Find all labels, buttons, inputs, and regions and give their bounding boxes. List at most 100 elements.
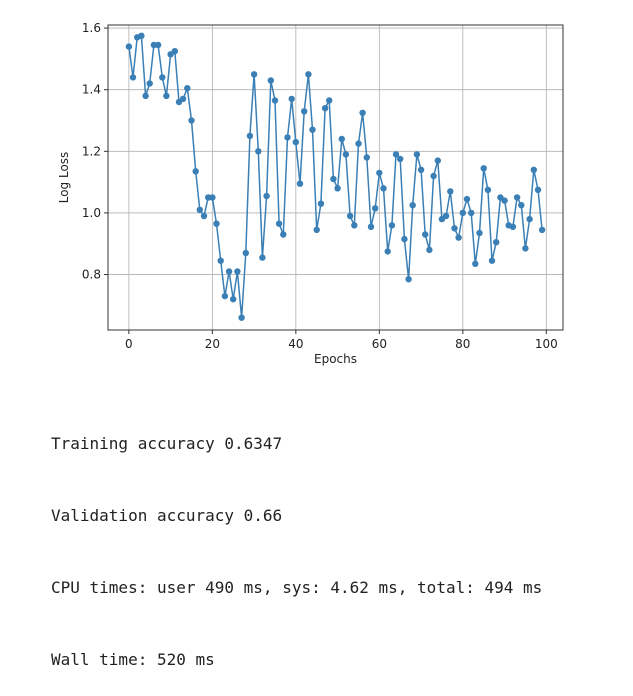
axis-ticks: 0 20 40 60 80 100 0.8 1.0 1.2 1.4 1.6 (82, 21, 558, 351)
data-point (518, 202, 525, 209)
loss-chart: 0 20 40 60 80 100 0.8 1.0 1.2 1.4 1.6 Epochs Log L… (57, 21, 564, 366)
data-point (192, 168, 199, 175)
data-point (259, 254, 266, 261)
x-tick-label: 40 (288, 337, 303, 351)
data-point (326, 97, 333, 104)
data-point (188, 117, 195, 124)
data-point (417, 166, 425, 173)
data-point (138, 32, 145, 39)
y-tick-label: 1.6 (82, 21, 101, 35)
data-point (384, 248, 391, 255)
data-point (342, 151, 350, 158)
data-point (125, 43, 133, 50)
data-point (355, 140, 362, 147)
cpu-times-text: CPU times: user 490 ms, sys: 4.62 ms, to… (51, 578, 543, 597)
data-point (280, 231, 287, 238)
loss-series-points (125, 32, 546, 321)
data-point (179, 95, 187, 103)
data-point (296, 180, 304, 187)
data-point (213, 220, 220, 227)
data-point (288, 95, 295, 103)
data-point (255, 148, 262, 155)
data-point (217, 257, 224, 264)
data-point (305, 71, 312, 78)
data-point (501, 197, 508, 204)
data-point (488, 257, 496, 264)
data-point (163, 92, 170, 100)
data-point (459, 209, 466, 217)
data-point (129, 74, 137, 81)
data-point (430, 172, 437, 180)
data-point (484, 186, 492, 193)
data-point (263, 192, 270, 200)
data-point (275, 220, 283, 227)
y-axis-label: Log Loss (57, 152, 71, 204)
validation-accuracy-text: Validation accuracy 0.66 (51, 506, 283, 525)
y-tick-label: 1.4 (82, 83, 101, 97)
data-point (409, 202, 416, 209)
data-point (451, 225, 458, 232)
data-point (359, 109, 366, 117)
data-point (380, 185, 387, 192)
data-point (351, 222, 358, 229)
data-point (230, 296, 237, 303)
data-point (292, 138, 299, 146)
x-tick-label: 0 (125, 337, 133, 351)
data-point (372, 205, 379, 212)
data-point (171, 48, 178, 55)
data-point (242, 249, 249, 257)
data-point (509, 223, 517, 230)
data-point (397, 155, 404, 163)
data-point (538, 226, 546, 234)
plot-frame (107, 24, 564, 331)
data-point (284, 134, 291, 141)
wall-time-text: Wall time: 520 ms (51, 650, 215, 669)
data-point (234, 268, 241, 275)
x-tick-label: 20 (205, 337, 220, 351)
data-point (196, 206, 203, 213)
y-tick-label: 1.2 (82, 144, 101, 158)
data-point (330, 175, 337, 183)
data-point (267, 77, 274, 84)
x-tick-label: 100 (535, 337, 558, 351)
loss-series-line (128, 34, 543, 318)
data-point (413, 151, 421, 158)
data-point (346, 212, 354, 220)
data-point (530, 166, 537, 173)
data-point (238, 314, 245, 321)
data-point (250, 71, 258, 78)
data-point (363, 154, 370, 161)
data-point (317, 200, 325, 207)
data-point (476, 229, 483, 237)
data-point (184, 85, 191, 92)
x-tick-label: 60 (372, 337, 387, 351)
data-point (146, 80, 153, 87)
data-point (426, 246, 433, 254)
data-point (301, 108, 308, 115)
data-point (493, 239, 500, 246)
x-axis-label: Epochs (314, 352, 357, 366)
data-point (401, 235, 408, 243)
data-point (468, 209, 475, 217)
cell-output: Training accuracy 0.6347 Validation accu… (51, 384, 542, 696)
data-point (472, 260, 479, 267)
data-point (534, 186, 542, 193)
data-point (388, 222, 396, 229)
data-point (480, 165, 487, 172)
data-point (447, 188, 454, 195)
x-tick-label: 80 (455, 337, 470, 351)
training-accuracy-text: Training accuracy 0.6347 (51, 434, 283, 453)
data-point (221, 292, 229, 300)
data-point (321, 105, 329, 112)
data-point (334, 185, 341, 192)
data-point (313, 226, 320, 234)
data-point (455, 234, 462, 241)
data-point (200, 212, 208, 220)
data-point (513, 194, 521, 201)
y-tick-label: 1.0 (82, 206, 101, 220)
data-point (405, 276, 412, 283)
y-tick-label: 0.8 (82, 268, 101, 282)
data-point (309, 126, 316, 133)
data-point (392, 151, 400, 158)
data-point (376, 169, 383, 177)
